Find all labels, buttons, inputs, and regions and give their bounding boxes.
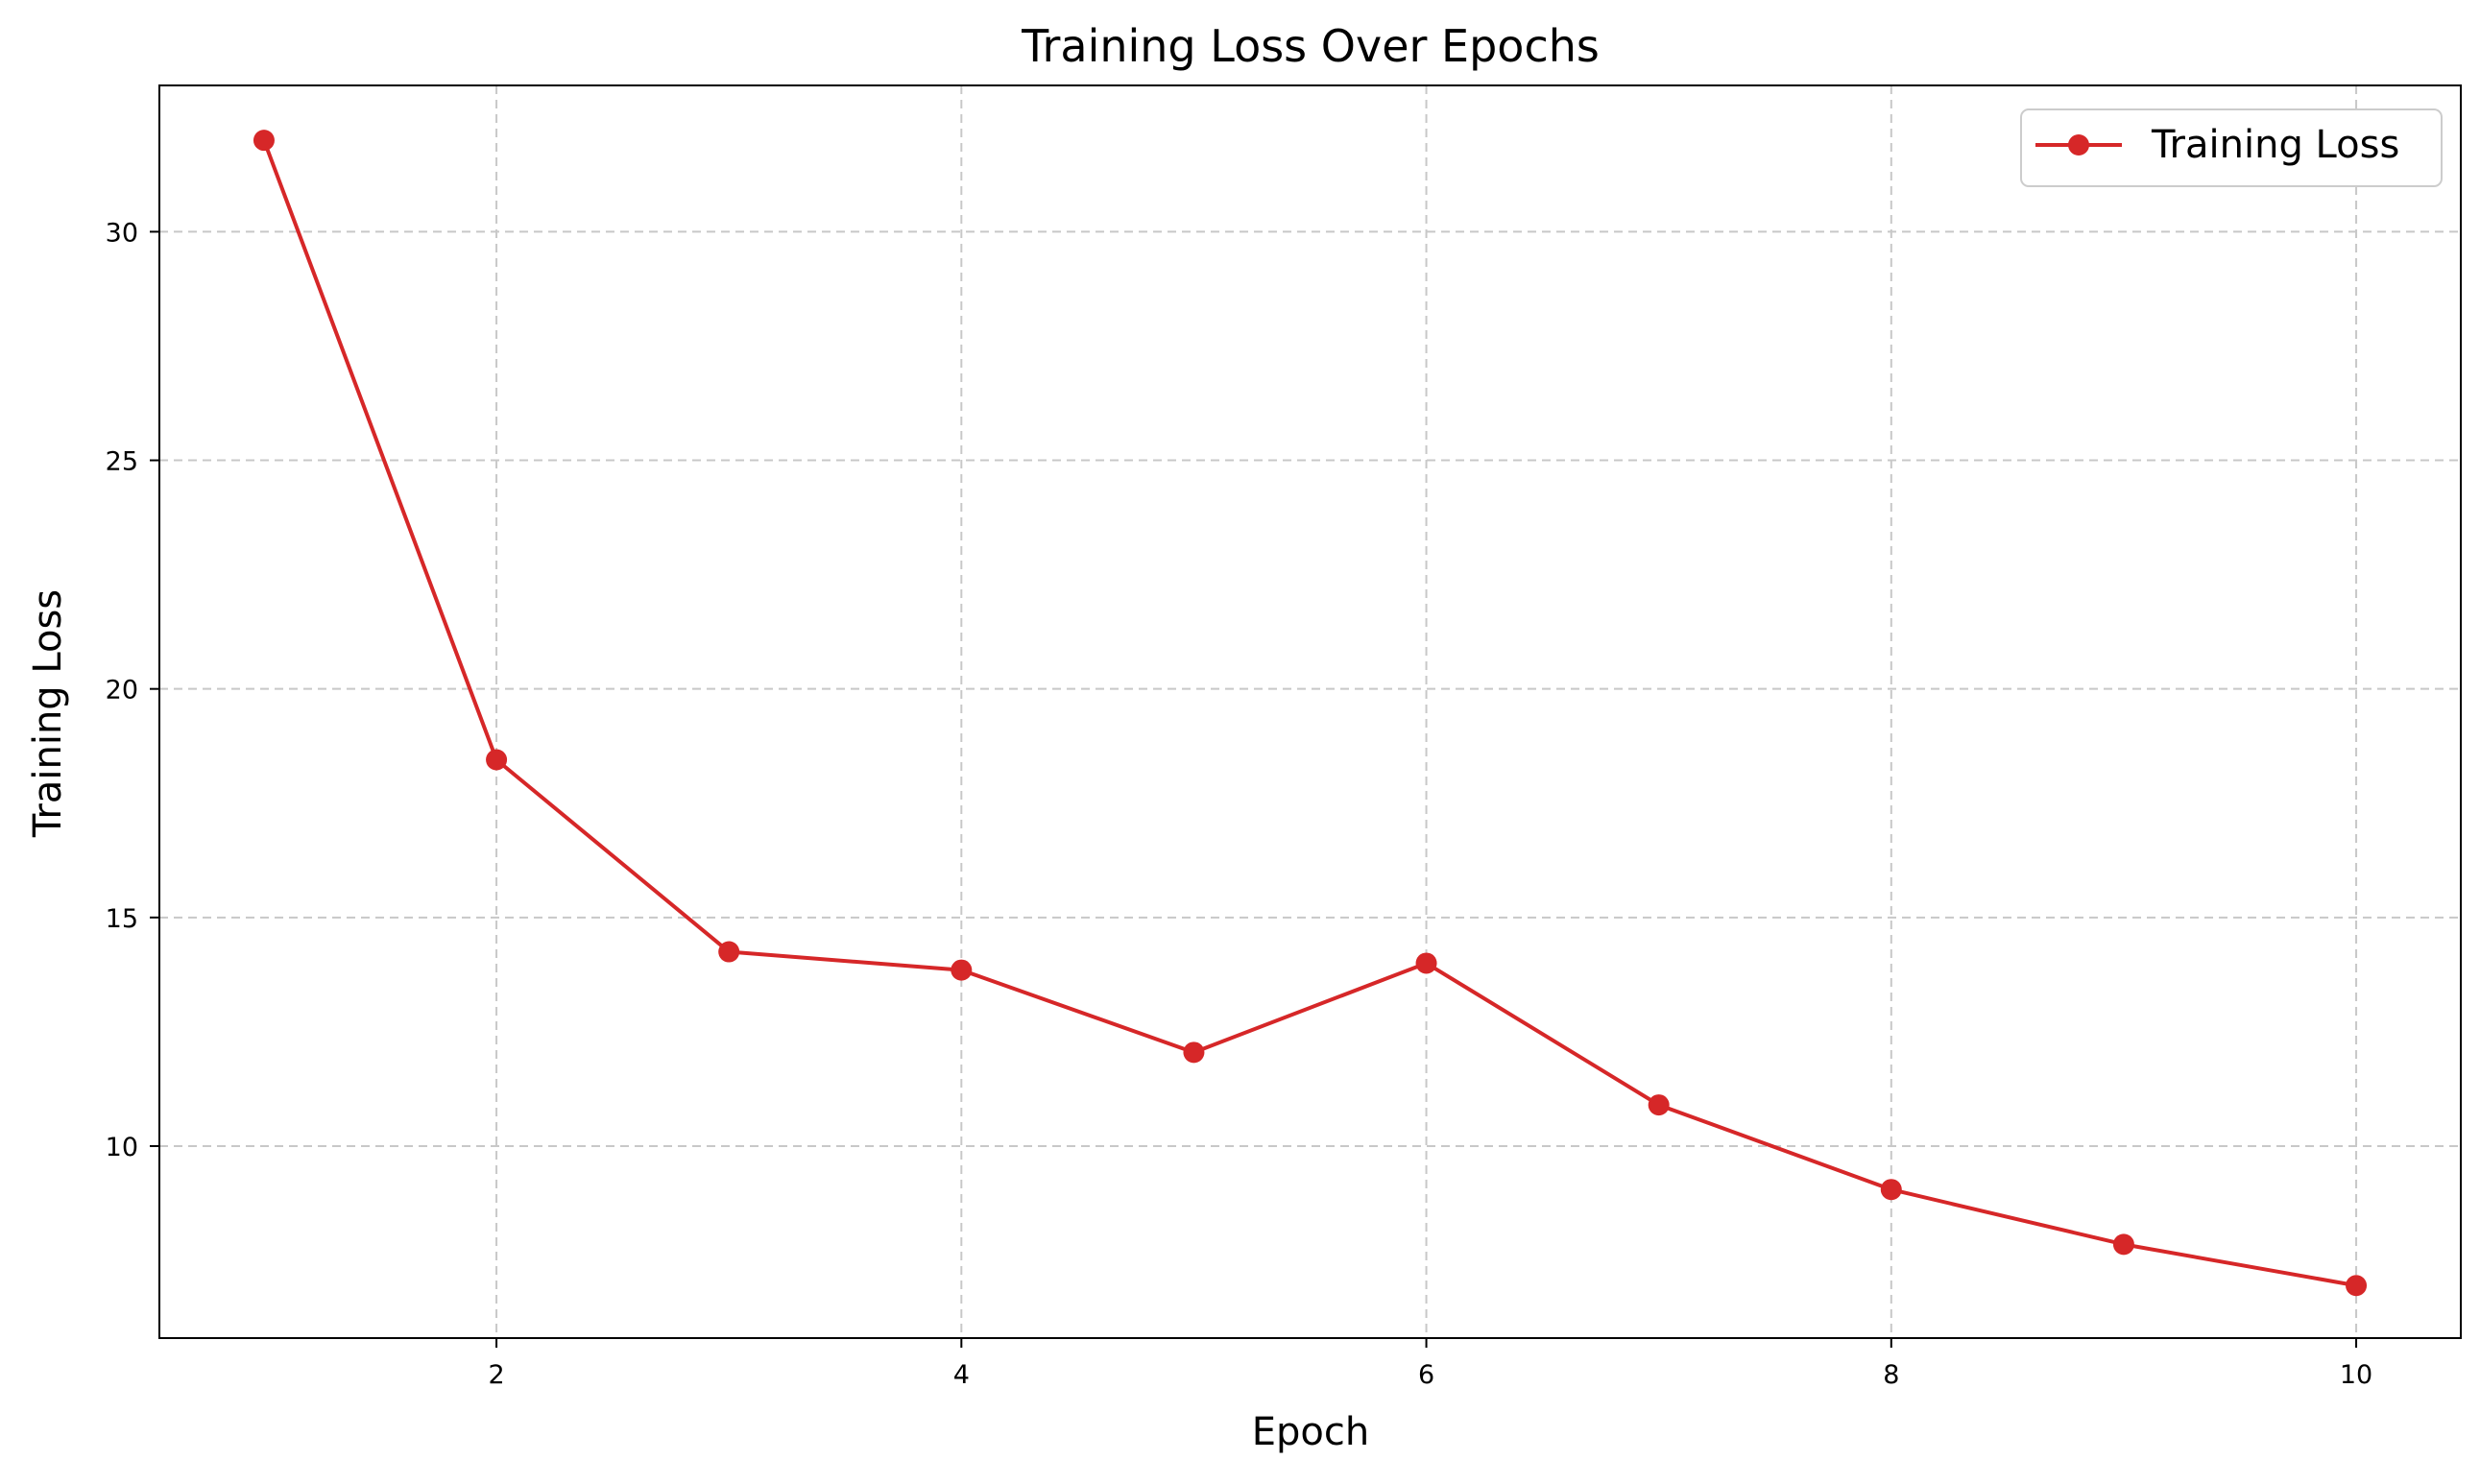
y-tick-label: 10 [106, 1133, 138, 1162]
data-point [1880, 1179, 1902, 1201]
legend-marker-sample [2068, 134, 2089, 156]
data-point [1648, 1094, 1670, 1116]
chart-title: Training Loss Over Epochs [1021, 20, 1600, 72]
data-point [2112, 1233, 2134, 1256]
x-axis-title: Epoch [1252, 1410, 1369, 1454]
data-point [2346, 1275, 2368, 1297]
x-tick-label: 10 [2340, 1360, 2372, 1390]
plot-frame [158, 84, 2462, 1339]
legend-label: Training Loss [2151, 123, 2399, 167]
legend: Training Loss [2020, 108, 2443, 187]
series-layer [253, 130, 2368, 1297]
y-tick-label: 25 [106, 447, 138, 477]
x-tick-label: 8 [1883, 1360, 1899, 1390]
data-point [1415, 952, 1437, 974]
axes: 2 4 6 8 10 10 15 20 25 30 [106, 84, 2462, 1390]
y-axis-title: Training Loss [26, 589, 70, 838]
x-tick-label: 4 [953, 1360, 970, 1390]
grid-lines [159, 85, 2461, 1338]
y-tick-label: 15 [106, 904, 138, 934]
data-point [718, 941, 740, 963]
series-line-training-loss [262, 139, 2357, 1288]
data-point [951, 959, 973, 981]
y-tick-label: 20 [106, 676, 138, 706]
x-tick-label: 6 [1418, 1360, 1434, 1390]
data-point [253, 130, 275, 152]
y-tick-label: 30 [106, 218, 138, 248]
data-point [1183, 1041, 1205, 1064]
x-tick-label: 2 [488, 1360, 504, 1390]
legend-frame [2020, 108, 2443, 187]
data-point [486, 749, 508, 771]
